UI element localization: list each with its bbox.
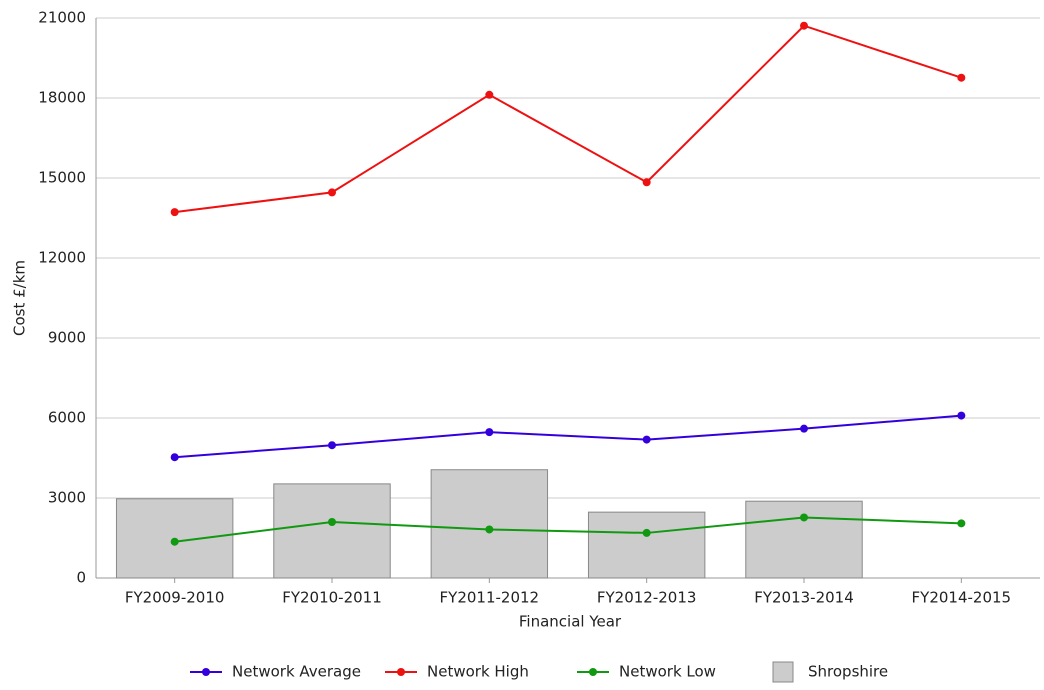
legend-label: Network High xyxy=(427,663,529,681)
y-tick-label: 0 xyxy=(76,569,86,587)
x-tick-label: FY2013-2014 xyxy=(754,589,854,607)
point xyxy=(170,453,179,462)
bar xyxy=(430,469,549,579)
x-tick-label: FY2012-2013 xyxy=(597,589,697,607)
legend-label: Shropshire xyxy=(808,663,888,681)
point xyxy=(957,73,966,82)
x-tick-label: FY2014-2015 xyxy=(912,589,1012,607)
y-axis-label: Cost £/km xyxy=(11,260,29,336)
point xyxy=(328,441,336,450)
point xyxy=(485,525,494,534)
y-tick-label: 15000 xyxy=(38,169,86,187)
legend-marker xyxy=(397,668,405,676)
bar xyxy=(273,483,391,579)
bar xyxy=(745,500,863,579)
point xyxy=(642,178,651,187)
point xyxy=(957,519,966,528)
x-axis-label: Financial Year xyxy=(519,613,622,631)
point xyxy=(642,528,651,537)
x-tick-label: FY2010-2011 xyxy=(282,589,382,607)
line xyxy=(174,516,962,543)
point xyxy=(485,90,494,99)
line xyxy=(174,24,962,214)
legend-swatch xyxy=(772,661,794,683)
point xyxy=(800,424,808,433)
x-tick-label: FY2011-2012 xyxy=(440,589,540,607)
y-tick-label: 18000 xyxy=(38,89,86,107)
point xyxy=(957,411,966,420)
legend-label: Network Low xyxy=(619,663,716,681)
y-tick-label: 6000 xyxy=(48,409,86,427)
legend-label: Network Average xyxy=(232,663,361,681)
point xyxy=(328,518,336,526)
x-tick-label: FY2009-2010 xyxy=(125,589,225,607)
point xyxy=(800,513,808,522)
legend-marker xyxy=(202,668,210,676)
point xyxy=(170,537,179,546)
line xyxy=(174,414,962,459)
bar xyxy=(587,511,706,579)
y-tick-label: 3000 xyxy=(48,489,86,507)
y-tick-label: 9000 xyxy=(48,329,86,347)
point xyxy=(642,435,651,444)
y-tick-label: 12000 xyxy=(38,249,86,267)
point xyxy=(170,208,179,217)
point xyxy=(485,428,494,437)
legend-marker xyxy=(589,668,597,676)
point xyxy=(328,188,336,197)
point xyxy=(800,21,808,30)
y-tick-label: 21000 xyxy=(38,9,86,27)
